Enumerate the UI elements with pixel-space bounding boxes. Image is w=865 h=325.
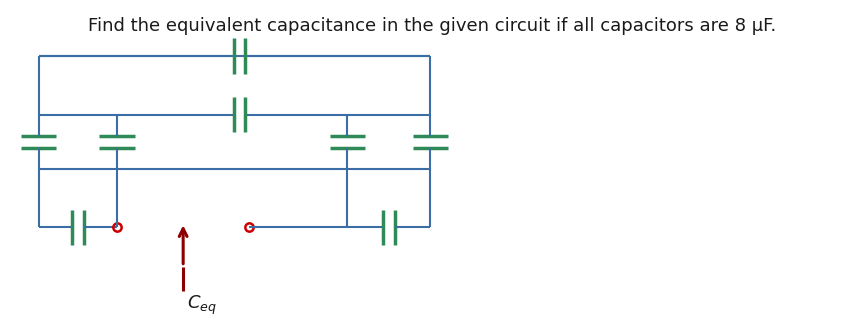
Text: $C_{eq}$: $C_{eq}$ <box>187 294 217 317</box>
Text: Find the equivalent capacitance in the given circuit if all capacitors are 8 μF.: Find the equivalent capacitance in the g… <box>88 17 777 35</box>
